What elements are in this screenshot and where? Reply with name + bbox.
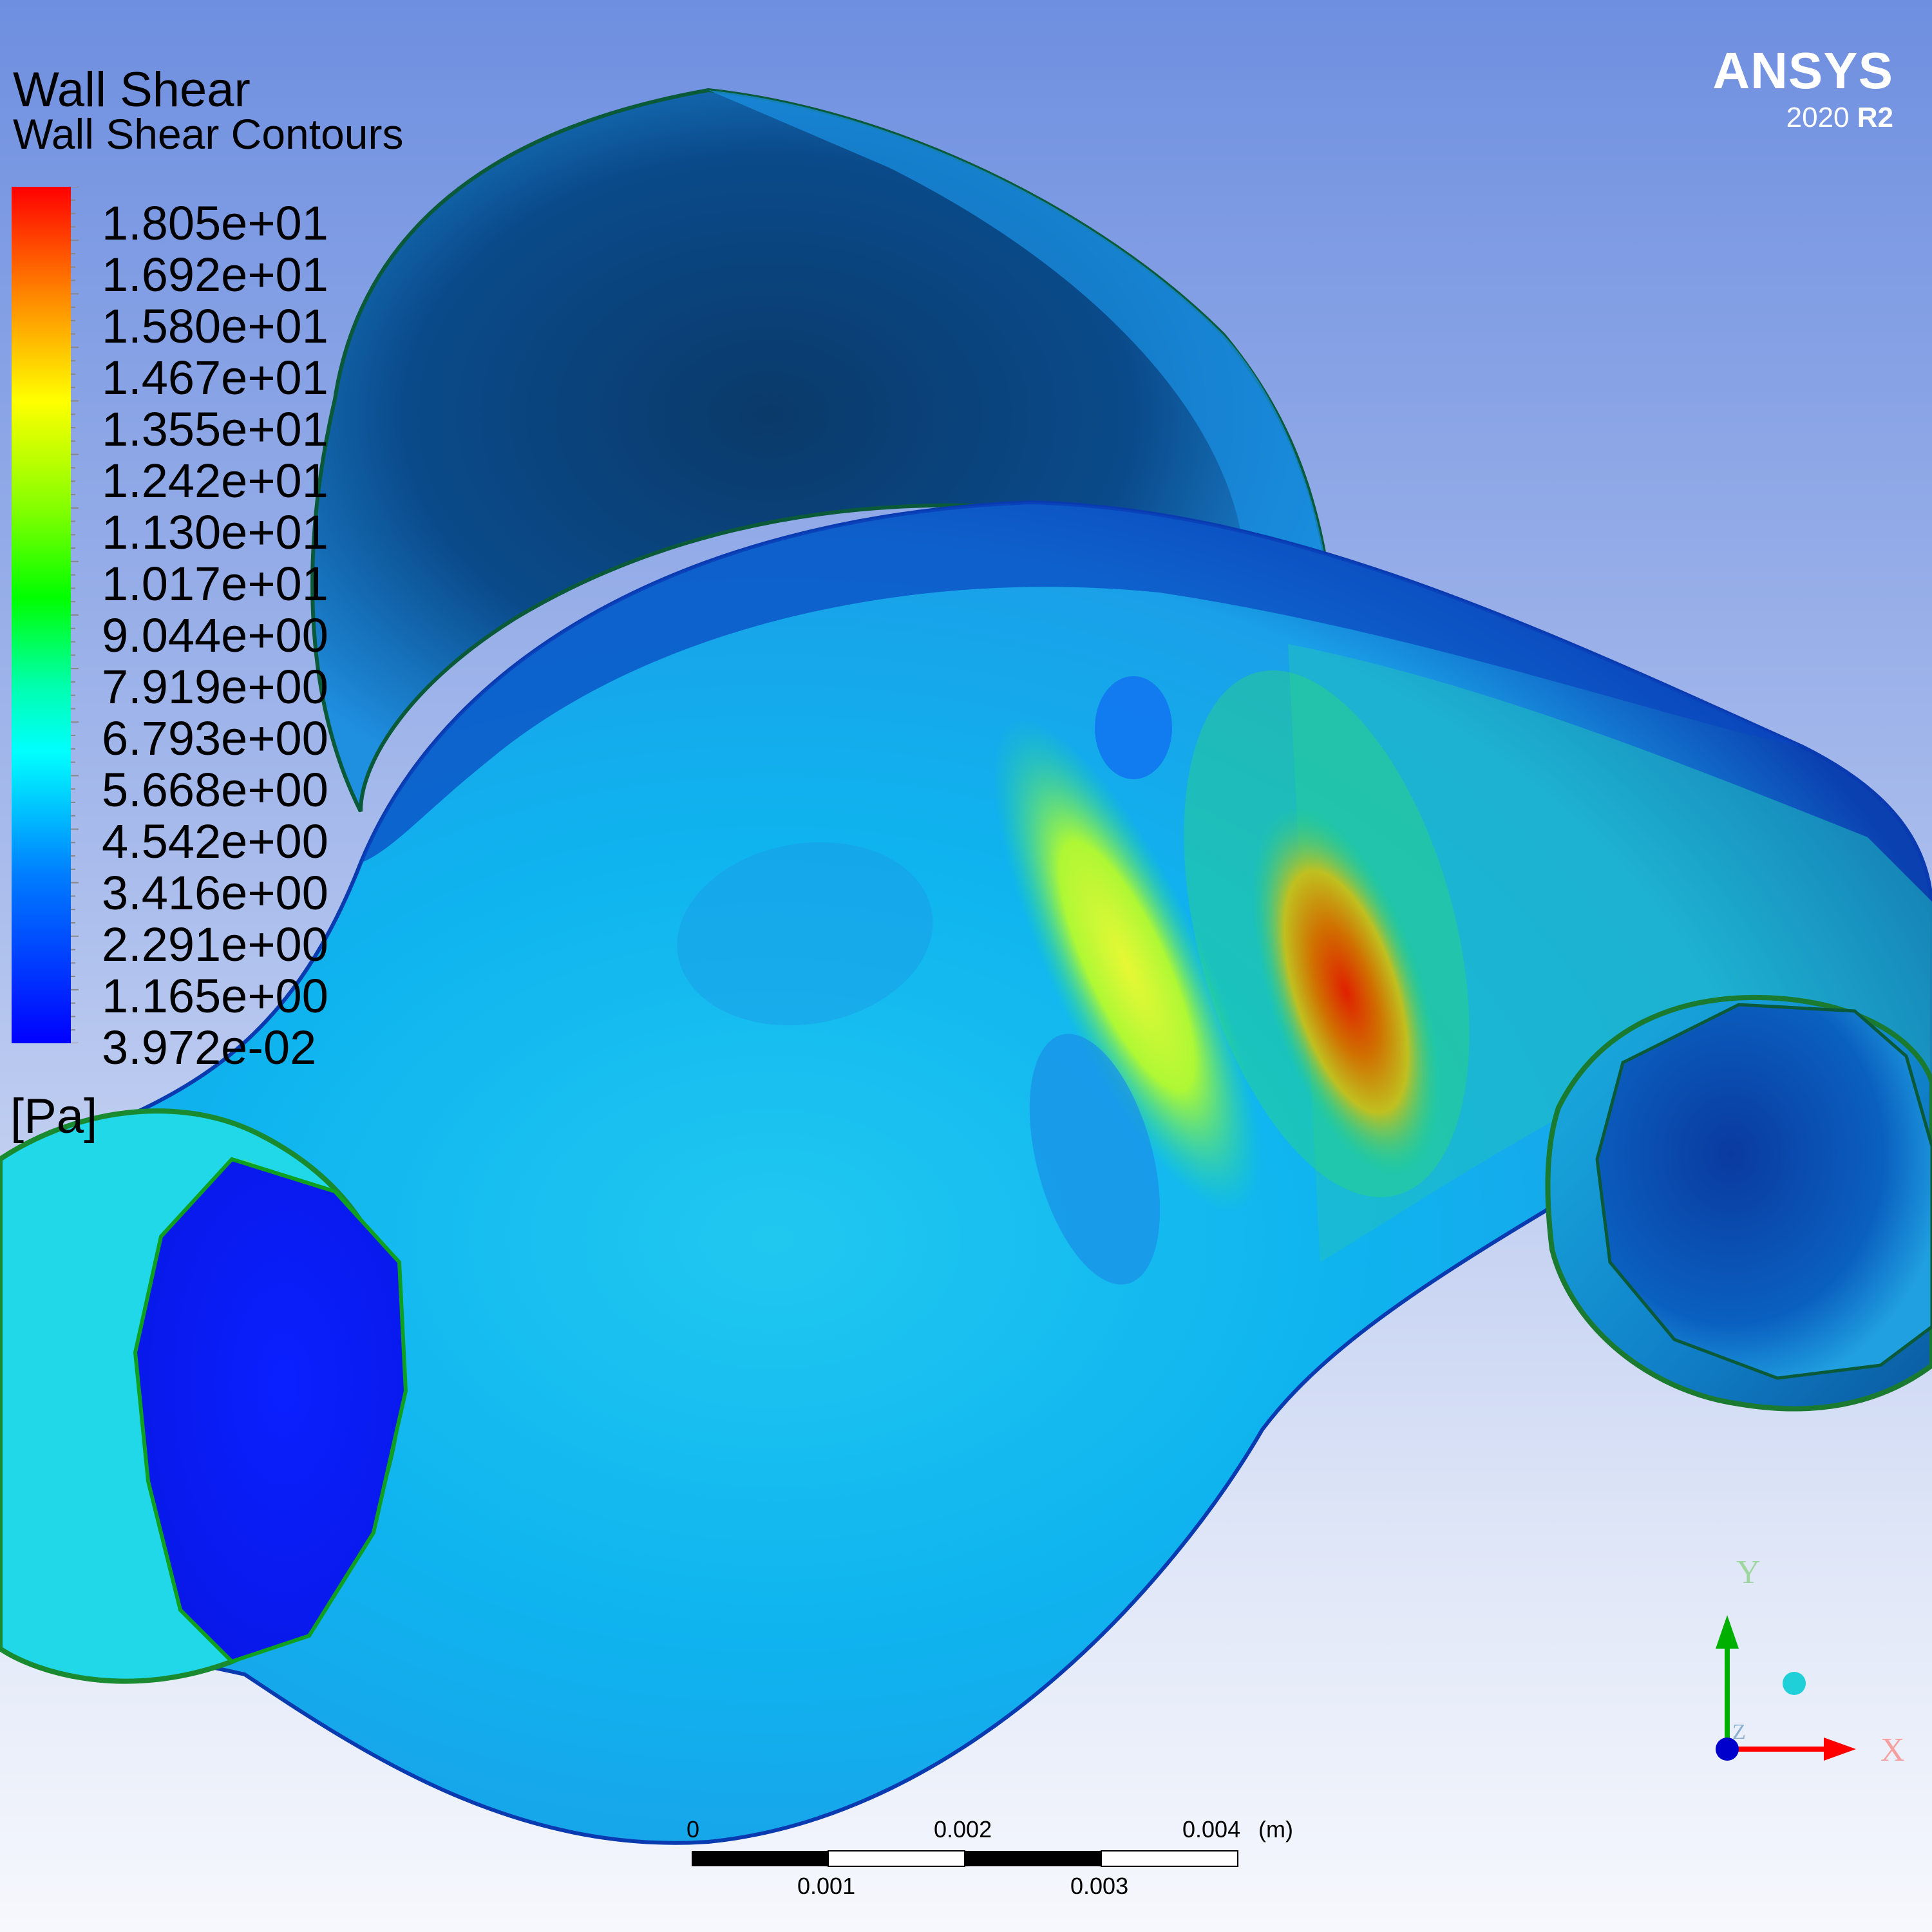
scale-segments bbox=[692, 1850, 1238, 1867]
axis-z-label: Z bbox=[1732, 1720, 1746, 1744]
logo-version: 2020 R2 bbox=[1712, 102, 1893, 134]
color-scale-ticks bbox=[71, 187, 79, 1043]
scale-segment-1 bbox=[692, 1851, 828, 1866]
legend-units: [Pa] bbox=[10, 1089, 98, 1144]
legend-value-13: 3.416e+00 bbox=[102, 866, 328, 920]
logo-brand: ANSYS bbox=[1712, 42, 1893, 99]
logo-version-year: 2020 bbox=[1786, 102, 1850, 133]
scale-label-top-2: 0.004 bbox=[1182, 1816, 1241, 1842]
scale-label-top-1: 0.002 bbox=[934, 1816, 992, 1842]
legend-value-3: 1.467e+01 bbox=[102, 351, 328, 404]
scale-segment-3 bbox=[965, 1851, 1101, 1866]
legend-value-4: 1.355e+01 bbox=[102, 402, 328, 456]
scale-segment-2 bbox=[828, 1850, 965, 1867]
legend-value-14: 2.291e+00 bbox=[102, 918, 328, 971]
axis-x-label: X bbox=[1880, 1732, 1905, 1768]
legend-value-11: 5.668e+00 bbox=[102, 763, 328, 817]
legend-value-9: 7.919e+00 bbox=[102, 660, 328, 714]
axis-x-arrow bbox=[1824, 1738, 1856, 1761]
legend-subtitle: Wall Shear Contours bbox=[13, 110, 404, 158]
legend-value-0: 1.805e+01 bbox=[102, 196, 328, 250]
main-vessel-segment bbox=[0, 500, 1932, 1845]
legend-value-6: 1.130e+01 bbox=[102, 506, 328, 559]
legend-value-15: 1.165e+00 bbox=[102, 969, 328, 1023]
contour-legend: Wall Shear Wall Shear Contours 1.805e+01… bbox=[0, 0, 489, 1159]
logo-version-release: R2 bbox=[1857, 102, 1893, 133]
legend-value-1: 1.692e+01 bbox=[102, 248, 328, 301]
legend-title: Wall Shear bbox=[13, 62, 251, 117]
legend-value-16: 3.972e-02 bbox=[102, 1021, 317, 1074]
legend-value-5: 1.242e+01 bbox=[102, 454, 328, 507]
scale-label-top-0: 0 bbox=[687, 1816, 700, 1842]
scale-segment-4 bbox=[1101, 1850, 1238, 1867]
axis-triad[interactable]: Y X Z bbox=[1687, 1546, 1919, 1790]
view-center-marker bbox=[1783, 1672, 1806, 1695]
legend-value-7: 1.017e+01 bbox=[102, 557, 328, 611]
legend-value-10: 6.793e+00 bbox=[102, 712, 328, 765]
axis-y-arrow bbox=[1716, 1615, 1739, 1649]
scale-bar: 0 0.002 0.004 (m) 0.001 0.003 bbox=[683, 1816, 1314, 1900]
legend-value-8: 9.044e+00 bbox=[102, 609, 328, 662]
left-vessel-opening bbox=[0, 1108, 408, 1684]
legend-value-12: 4.542e+00 bbox=[102, 815, 328, 868]
color-scale-bar bbox=[12, 187, 71, 1043]
legend-value-2: 1.580e+01 bbox=[102, 299, 328, 353]
axis-y-label: Y bbox=[1736, 1554, 1761, 1591]
scale-label-bottom-0: 0.001 bbox=[797, 1873, 856, 1899]
right-vessel-opening bbox=[1545, 995, 1932, 1412]
ansys-logo: ANSYS 2020 R2 bbox=[1712, 45, 1893, 134]
scale-label-bottom-1: 0.003 bbox=[1070, 1873, 1129, 1899]
scale-unit: (m) bbox=[1258, 1816, 1293, 1842]
axis-z-origin bbox=[1716, 1738, 1739, 1761]
